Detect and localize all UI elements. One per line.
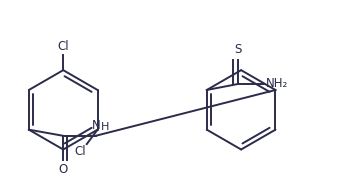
Text: Cl: Cl — [74, 145, 86, 158]
Text: S: S — [234, 43, 242, 56]
Text: H: H — [101, 122, 110, 132]
Text: NH₂: NH₂ — [266, 78, 288, 90]
Text: N: N — [92, 119, 100, 132]
Text: O: O — [58, 163, 67, 176]
Text: Cl: Cl — [57, 40, 69, 53]
